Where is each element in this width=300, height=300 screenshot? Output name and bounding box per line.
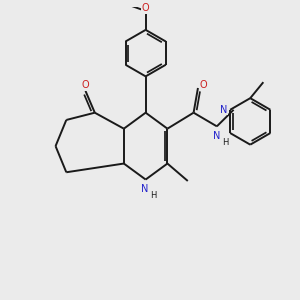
- Text: O: O: [142, 3, 149, 13]
- Text: N: N: [220, 105, 227, 115]
- Text: N: N: [213, 130, 220, 141]
- Text: N: N: [140, 184, 148, 194]
- Text: O: O: [200, 80, 207, 89]
- Text: O: O: [82, 80, 89, 90]
- Text: H: H: [150, 191, 156, 200]
- Text: H: H: [222, 138, 229, 147]
